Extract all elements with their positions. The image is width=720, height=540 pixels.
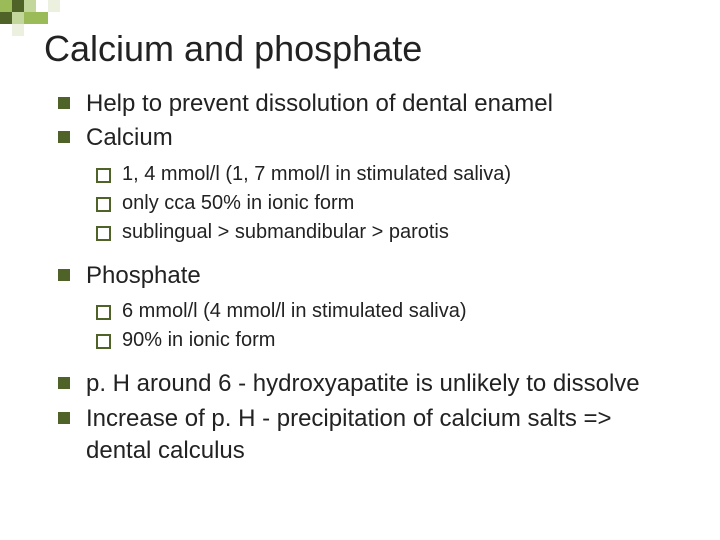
deco-sq [36,12,48,24]
deco-sq [48,0,60,12]
bullet-text: p. H around 6 - hydroxyapatite is unlike… [86,370,640,397]
sub-bullet-item: sublingual > submandibular > parotis [96,219,676,246]
sub-bullet-item: 90% in ionic form [96,327,676,354]
bullet-text: Help to prevent dissolution of dental en… [86,90,553,117]
bullet-item: Calcium 1, 4 mmol/l (1, 7 mmol/l in stim… [58,122,676,245]
deco-sq [12,0,24,12]
bullet-text: Increase of p. H - precipitation of calc… [86,405,612,464]
slide-content: Help to prevent dissolution of dental en… [0,88,720,467]
sub-bullet-item: 6 mmol/l (4 mmol/l in stimulated saliva) [96,298,676,325]
sub-bullet-list: 1, 4 mmol/l (1, 7 mmol/l in stimulated s… [86,161,676,246]
bullet-item: Increase of p. H - precipitation of calc… [58,403,676,468]
deco-sq [24,12,36,24]
deco-sq [12,24,24,36]
sub-bullet-item: only cca 50% in ionic form [96,190,676,217]
bullet-item: p. H around 6 - hydroxyapatite is unlike… [58,368,676,400]
deco-sq [0,0,12,12]
bullet-item: Help to prevent dissolution of dental en… [58,88,676,120]
bullet-text: Phosphate [86,262,201,289]
sub-bullet-item: 1, 4 mmol/l (1, 7 mmol/l in stimulated s… [96,161,676,188]
bullet-text: Calcium [86,124,173,151]
corner-decoration [0,0,120,40]
sub-bullet-list: 6 mmol/l (4 mmol/l in stimulated saliva)… [86,298,676,354]
deco-sq [24,0,36,12]
bullet-item: Phosphate 6 mmol/l (4 mmol/l in stimulat… [58,260,676,354]
bullet-list: Help to prevent dissolution of dental en… [58,88,676,467]
deco-sq [0,12,12,24]
deco-sq [12,12,24,24]
